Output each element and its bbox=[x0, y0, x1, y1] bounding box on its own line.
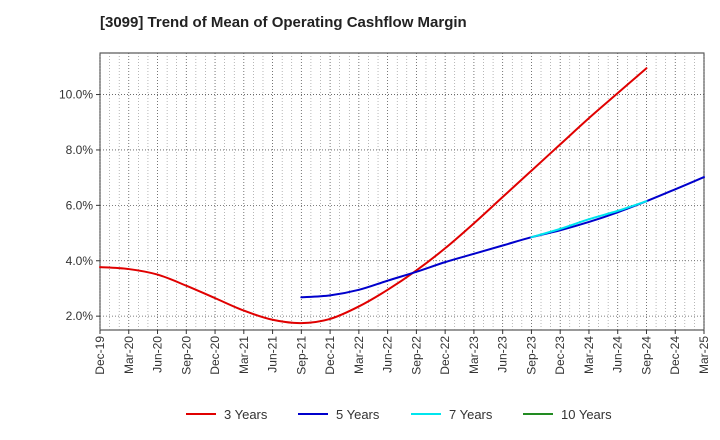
x-tick-label: Sep-23 bbox=[524, 336, 538, 375]
series-line-7-years bbox=[530, 200, 648, 239]
grid-lines bbox=[99, 53, 705, 330]
x-tick-label: Jun-21 bbox=[266, 336, 280, 373]
x-tick-label: Dec-23 bbox=[553, 336, 567, 375]
chart-title: [3099] Trend of Mean of Operating Cashfl… bbox=[100, 14, 467, 31]
x-tick-label: Jun-24 bbox=[611, 336, 625, 373]
x-tick-label: Dec-24 bbox=[668, 336, 682, 375]
x-tick-label: Sep-20 bbox=[179, 336, 193, 375]
x-tick-label: Mar-20 bbox=[122, 336, 136, 374]
x-tick-label: Jun-23 bbox=[496, 336, 510, 373]
x-tick-label: Dec-22 bbox=[438, 336, 452, 375]
y-tick-label: 4.0% bbox=[66, 254, 94, 268]
series-line-3-years bbox=[99, 67, 648, 325]
x-tick-label: Dec-19 bbox=[93, 336, 107, 375]
legend-label-7-years: 7 Years bbox=[449, 407, 493, 422]
x-tick-label: Dec-20 bbox=[208, 336, 222, 375]
x-tick-label: Mar-23 bbox=[467, 336, 481, 374]
legend-label-10-years: 10 Years bbox=[561, 407, 612, 422]
x-tick-label: Mar-21 bbox=[237, 336, 251, 374]
legend-label-3-years: 3 Years bbox=[224, 407, 268, 422]
y-tick-label: 2.0% bbox=[66, 309, 94, 323]
x-tick-label: Sep-24 bbox=[639, 336, 653, 375]
x-tick-label: Mar-22 bbox=[352, 336, 366, 374]
x-tick-label: Sep-22 bbox=[409, 336, 423, 375]
x-tick-label: Jun-20 bbox=[151, 336, 165, 373]
y-tick-label: 10.0% bbox=[59, 88, 93, 102]
x-tick-label: Dec-21 bbox=[323, 336, 337, 375]
y-tick-label: 6.0% bbox=[66, 198, 94, 212]
x-tick-label: Sep-21 bbox=[294, 336, 308, 375]
y-tick-label: 8.0% bbox=[66, 143, 94, 157]
x-tick-label: Mar-24 bbox=[582, 336, 596, 374]
x-tick-label: Jun-22 bbox=[381, 336, 395, 373]
legend-label-5-years: 5 Years bbox=[336, 407, 380, 422]
series-lines bbox=[99, 67, 705, 325]
axes: 2.0% 4.0% 6.0% 8.0% 10.0% Dec-19 Mar-20 Jun-20 S… bbox=[59, 88, 711, 375]
x-tick-label: Mar-25 bbox=[697, 336, 711, 374]
legend: 3 Years 5 Years 7 Years 10 Years bbox=[186, 407, 612, 422]
